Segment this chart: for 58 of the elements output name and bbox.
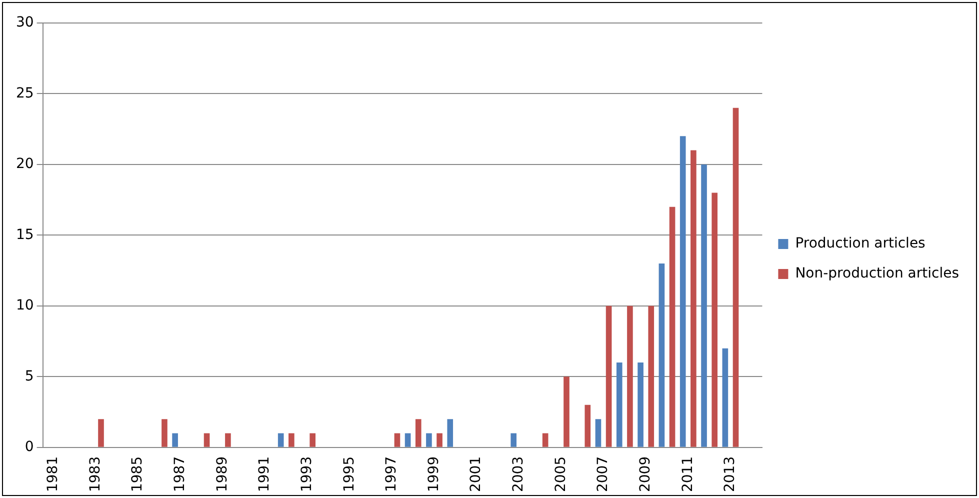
bar	[712, 192, 718, 447]
bar	[404, 433, 411, 447]
bar	[542, 433, 548, 447]
bar	[415, 419, 422, 447]
bar	[564, 376, 570, 447]
bar	[680, 136, 686, 447]
x-tick-label: 1993	[298, 456, 315, 492]
bar	[447, 419, 454, 447]
bar	[436, 433, 442, 447]
legend-label: Production articles	[795, 236, 926, 252]
legend-label: Non-production articles	[795, 266, 959, 282]
bar	[701, 164, 707, 447]
bar	[172, 433, 178, 447]
bar	[690, 150, 696, 447]
x-tick-label: 1989	[214, 456, 230, 492]
x-tick-label: 2013	[722, 456, 738, 492]
bar	[310, 433, 316, 447]
x-tick-label: 1997	[384, 456, 400, 492]
x-tick-label: 1981	[45, 456, 62, 492]
bar	[278, 433, 284, 447]
bar	[204, 433, 210, 447]
x-tick-label: 1999	[426, 456, 442, 492]
bar	[595, 419, 602, 447]
bar	[722, 348, 728, 447]
y-tick-label: 15	[16, 226, 34, 243]
bar	[288, 433, 294, 447]
x-tick-label: 1995	[341, 456, 358, 492]
bar	[584, 404, 591, 447]
bar	[510, 433, 516, 447]
bar	[732, 108, 739, 447]
x-tick-label: 1983	[87, 456, 104, 492]
bar	[669, 206, 676, 447]
bar	[606, 306, 612, 447]
y-tick-label: 5	[24, 368, 34, 384]
x-tick-label: 2009	[637, 456, 654, 492]
x-tick-label: 2001	[468, 456, 484, 492]
x-tick-label: 1987	[172, 456, 188, 492]
bar	[225, 433, 231, 447]
y-tick-label: 20	[16, 156, 34, 172]
bar	[638, 362, 644, 447]
bar	[616, 362, 622, 447]
bar	[627, 306, 633, 447]
bar	[648, 306, 654, 447]
x-tick-label: 2007	[595, 456, 612, 492]
x-tick-label: 1985	[130, 456, 146, 492]
bar	[162, 419, 168, 447]
y-tick-label: 25	[16, 85, 34, 102]
x-tick-label: 2005	[552, 456, 569, 492]
y-tick-label: 10	[16, 298, 34, 314]
bar	[394, 433, 400, 447]
y-tick-label: 0	[24, 439, 34, 456]
x-tick-label: 2011	[680, 456, 696, 492]
x-tick-label: 1991	[256, 456, 273, 492]
bar	[98, 419, 104, 447]
bar	[658, 263, 665, 447]
y-tick-label: 30	[16, 14, 34, 31]
bar	[426, 433, 432, 447]
x-tick-label: 2003	[510, 456, 527, 492]
